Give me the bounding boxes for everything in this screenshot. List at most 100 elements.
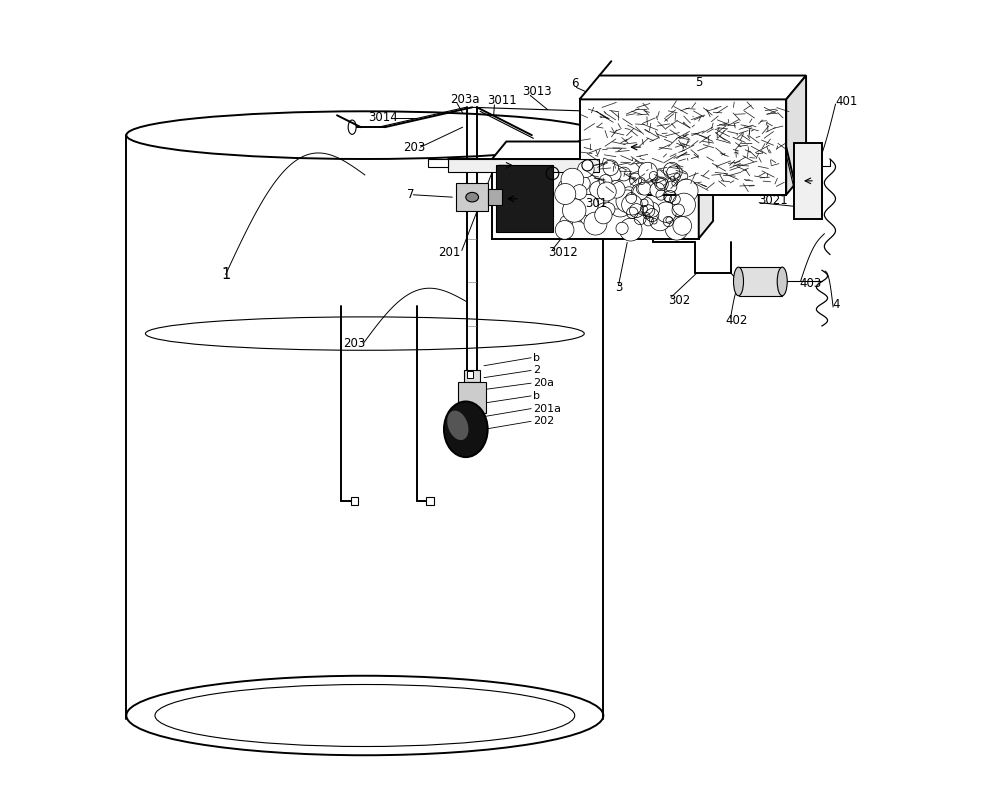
Text: 4: 4 bbox=[832, 298, 840, 311]
Circle shape bbox=[594, 180, 611, 196]
Bar bbox=[351, 497, 358, 505]
Circle shape bbox=[629, 173, 642, 186]
Ellipse shape bbox=[444, 401, 488, 457]
Text: 402: 402 bbox=[726, 314, 748, 327]
Circle shape bbox=[597, 203, 612, 218]
Text: b: b bbox=[533, 391, 540, 401]
Text: 201: 201 bbox=[438, 246, 460, 259]
Bar bbox=[448, 159, 599, 172]
Text: 3014: 3014 bbox=[368, 111, 398, 124]
Circle shape bbox=[577, 194, 598, 215]
Circle shape bbox=[623, 198, 635, 210]
Circle shape bbox=[584, 212, 607, 235]
Circle shape bbox=[555, 220, 574, 239]
Circle shape bbox=[572, 184, 587, 200]
Circle shape bbox=[558, 179, 577, 198]
Circle shape bbox=[578, 161, 594, 177]
Circle shape bbox=[638, 182, 651, 195]
Bar bbox=[464, 370, 480, 382]
Circle shape bbox=[656, 202, 676, 223]
Ellipse shape bbox=[348, 120, 356, 134]
Circle shape bbox=[597, 182, 616, 201]
Circle shape bbox=[555, 184, 576, 204]
Text: 3011: 3011 bbox=[487, 95, 517, 107]
Circle shape bbox=[672, 193, 695, 216]
Circle shape bbox=[590, 181, 607, 199]
Circle shape bbox=[619, 218, 642, 241]
Circle shape bbox=[599, 175, 612, 188]
Bar bbox=[492, 159, 699, 238]
Circle shape bbox=[638, 162, 657, 181]
Circle shape bbox=[608, 193, 632, 217]
Circle shape bbox=[617, 167, 631, 181]
Circle shape bbox=[677, 171, 688, 182]
Bar bbox=[426, 497, 434, 505]
Text: 302: 302 bbox=[669, 294, 691, 307]
Ellipse shape bbox=[777, 267, 787, 296]
Circle shape bbox=[595, 211, 607, 223]
Bar bbox=[458, 382, 486, 413]
Circle shape bbox=[616, 223, 628, 235]
Text: 203: 203 bbox=[403, 141, 425, 153]
Circle shape bbox=[563, 199, 586, 222]
Circle shape bbox=[607, 180, 625, 198]
Circle shape bbox=[666, 181, 677, 192]
Circle shape bbox=[635, 196, 654, 215]
Circle shape bbox=[576, 176, 590, 191]
Circle shape bbox=[609, 193, 625, 209]
Polygon shape bbox=[492, 142, 713, 159]
Circle shape bbox=[595, 207, 612, 224]
Bar bbox=[461, 412, 483, 420]
Circle shape bbox=[665, 217, 688, 240]
Text: 20a: 20a bbox=[533, 378, 554, 388]
Circle shape bbox=[667, 166, 680, 179]
Circle shape bbox=[561, 169, 584, 191]
Circle shape bbox=[602, 203, 615, 216]
Bar bbox=[428, 159, 448, 167]
Circle shape bbox=[580, 209, 596, 225]
Bar bbox=[488, 189, 502, 205]
Text: 401: 401 bbox=[835, 95, 858, 108]
Circle shape bbox=[620, 187, 638, 204]
Text: 1: 1 bbox=[222, 267, 231, 281]
Text: 2: 2 bbox=[533, 366, 541, 375]
Circle shape bbox=[622, 195, 642, 215]
Circle shape bbox=[603, 160, 619, 176]
Text: 7: 7 bbox=[407, 188, 414, 201]
Text: 5: 5 bbox=[696, 76, 703, 89]
Circle shape bbox=[650, 184, 661, 196]
Circle shape bbox=[664, 162, 680, 179]
Text: 203: 203 bbox=[343, 337, 366, 350]
Text: 3013: 3013 bbox=[522, 85, 552, 98]
Text: 202: 202 bbox=[533, 417, 555, 426]
Circle shape bbox=[560, 215, 573, 228]
Text: 6: 6 bbox=[572, 77, 579, 90]
Polygon shape bbox=[699, 142, 713, 238]
Circle shape bbox=[675, 179, 698, 203]
Circle shape bbox=[652, 170, 668, 186]
Text: 3021: 3021 bbox=[758, 194, 788, 207]
Ellipse shape bbox=[466, 192, 479, 202]
Circle shape bbox=[650, 210, 671, 231]
Polygon shape bbox=[580, 76, 806, 99]
Circle shape bbox=[582, 160, 593, 171]
Polygon shape bbox=[786, 76, 806, 195]
Text: 403: 403 bbox=[799, 277, 821, 290]
Circle shape bbox=[650, 182, 665, 197]
Circle shape bbox=[631, 184, 648, 200]
Circle shape bbox=[607, 168, 621, 181]
Circle shape bbox=[633, 185, 648, 200]
Text: 3: 3 bbox=[615, 281, 623, 294]
Text: 201a: 201a bbox=[533, 404, 561, 413]
Circle shape bbox=[644, 202, 660, 217]
Bar bbox=[580, 99, 786, 195]
Circle shape bbox=[616, 190, 638, 212]
Text: b: b bbox=[533, 353, 540, 363]
Text: 3012: 3012 bbox=[548, 246, 578, 259]
Bar bbox=[738, 267, 782, 296]
Bar bbox=[467, 371, 473, 378]
Ellipse shape bbox=[733, 267, 744, 296]
Bar bbox=[496, 165, 553, 232]
Circle shape bbox=[636, 183, 648, 195]
Text: 301: 301 bbox=[585, 197, 607, 210]
